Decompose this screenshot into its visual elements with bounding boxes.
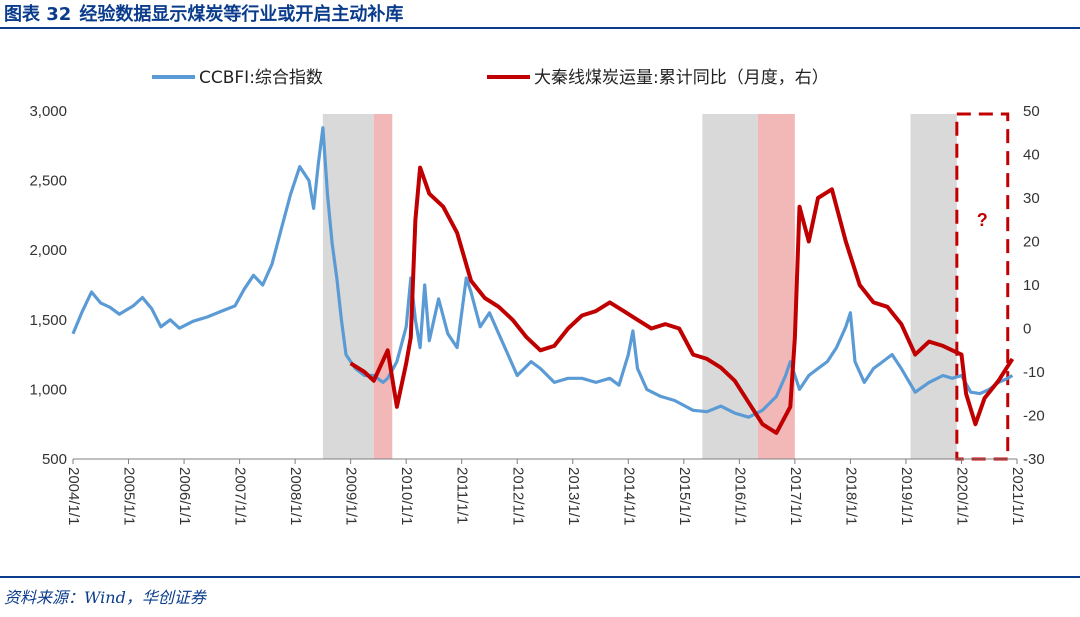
- series-line-ccbfi: [71, 126, 1014, 419]
- x-tick-label: 2010/1/1: [398, 467, 415, 525]
- x-tick-label: 2016/1/1: [731, 467, 748, 525]
- figure-number: 图表 32: [4, 4, 72, 25]
- y-right-tick-label: -30: [1023, 451, 1045, 468]
- x-tick-label: 2020/1/1: [954, 467, 971, 525]
- source-note: 资料来源：Wind，华创证券: [4, 588, 206, 607]
- x-tick-label: 2008/1/1: [287, 467, 304, 525]
- y-right-tick-label: -20: [1023, 408, 1045, 425]
- shaded-band-red: [373, 114, 393, 459]
- x-tick-label: 2018/1/1: [842, 467, 859, 525]
- x-tick-label: 2005/1/1: [121, 467, 138, 525]
- y-left-tick-label: 1,000: [29, 381, 67, 398]
- legend: CCBFI:综合指数 大秦线煤炭运量:累计同比（月度，右）: [152, 68, 829, 88]
- y-left-tick-label: 2,500: [29, 173, 67, 190]
- x-tick-label: 2011/1/1: [454, 467, 471, 524]
- series-line-rail: [349, 165, 1015, 435]
- axes: 500 1,000 1,500 2,000 2,500 3,000 -30 -20 -10 0 10…: [29, 103, 1044, 525]
- y-right-tick-label: 40: [1023, 147, 1040, 164]
- x-tick-label: 2006/1/1: [176, 467, 193, 525]
- shaded-bands: [322, 114, 957, 459]
- y-right-tick-label: -10: [1023, 364, 1045, 381]
- figure-heading: 经验数据显示煤炭等行业或开启主动补库: [79, 4, 404, 25]
- shaded-band-gray: [910, 114, 957, 459]
- y-right-tick-label: 50: [1023, 103, 1040, 120]
- y-right-tick-label: 20: [1023, 234, 1040, 251]
- x-tick-label: 2021/1/1: [1009, 467, 1026, 525]
- x-tick-label: 2014/1/1: [620, 467, 637, 525]
- legend-label-rail: 大秦线煤炭运量:累计同比（月度，右）: [534, 68, 829, 88]
- annotation-text: ?: [977, 210, 988, 230]
- y-right-tick-label: 10: [1023, 277, 1040, 294]
- series-lines: [71, 126, 1015, 435]
- x-tick-label: 2013/1/1: [565, 467, 582, 525]
- header-rule: [0, 27, 1080, 29]
- x-tick-label: 2004/1/1: [65, 467, 82, 525]
- x-tick-label: 2009/1/1: [343, 467, 360, 525]
- x-tick-label: 2015/1/1: [676, 467, 693, 525]
- y-left-tick-label: 1,500: [29, 312, 67, 329]
- x-tick-label: 2007/1/1: [232, 467, 249, 525]
- x-tick-label: 2019/1/1: [898, 467, 915, 525]
- y-left-tick-label: 3,000: [29, 103, 67, 120]
- y-left-tick-label: 2,000: [29, 242, 67, 259]
- shaded-band-gray: [322, 114, 374, 459]
- y-right-tick-label: 0: [1023, 321, 1031, 338]
- x-tick-label: 2017/1/1: [787, 467, 804, 525]
- figure-title: 图表 32 经验数据显示煤炭等行业或开启主动补库: [4, 0, 411, 26]
- footer-rule: [0, 576, 1080, 578]
- y-left-tick-label: 500: [42, 451, 67, 468]
- y-right-tick-label: 30: [1023, 190, 1040, 207]
- chart: ? 500 1,000 1,500 2,000 2,500 3,000 -30 -20 -10 0…: [29, 68, 1044, 525]
- x-tick-label: 2012/1/1: [509, 467, 526, 525]
- legend-label-ccbfi: CCBFI:综合指数: [199, 68, 323, 88]
